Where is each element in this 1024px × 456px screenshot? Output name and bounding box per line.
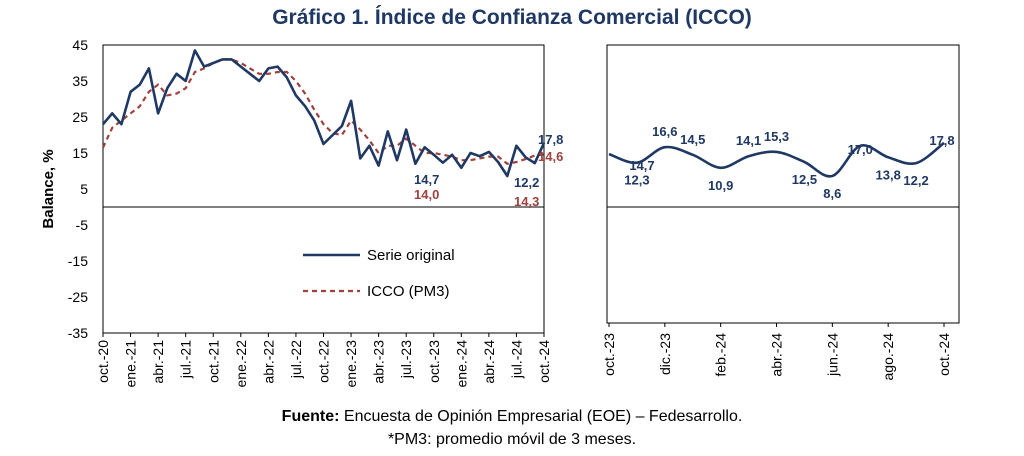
- right-data-label: 17,0: [848, 142, 873, 157]
- y-tick-label: -25: [68, 289, 88, 305]
- y-tick-label: 5: [80, 181, 88, 197]
- legend: Serie original ICCO (PM3): [303, 247, 455, 300]
- x-tick-label: jul.-24: [508, 340, 524, 379]
- right-x-tick-label: oct.-24: [936, 333, 952, 376]
- x-tick-label: oct.-23: [426, 340, 442, 383]
- left-data-labels: 17,8 14,6 14,714,0 12,2 14,3: [414, 132, 563, 209]
- left-chart-panel: 45 35 25 15 5 -5 -15 -25 -35 oct.-20 ene.-21 abr.-…: [40, 37, 563, 387]
- x-tick-label: ene.-23: [343, 340, 359, 388]
- right-data-label: 17,8: [929, 133, 954, 148]
- right-data-label: 14,7: [629, 158, 654, 173]
- source-note: Fuente: Encuesta de Opinión Empresarial …: [0, 408, 1024, 426]
- left-data-label: 14,6: [538, 149, 563, 164]
- x-tick-label: abr.-22: [260, 340, 276, 384]
- right-data-label: 10,9: [708, 178, 733, 193]
- y-axis-label: Balance, %: [40, 149, 57, 228]
- y-tick-label: 35: [72, 73, 88, 89]
- original-series-line: [102, 49, 546, 178]
- x-tick-label: abr.-24: [481, 340, 497, 384]
- x-tick-label: abr.-23: [371, 340, 387, 384]
- right-original-series-line: [608, 141, 945, 178]
- x-tick-label: jul.-21: [178, 340, 194, 379]
- right-x-tick-label: dic.-23: [657, 333, 673, 375]
- left-data-label: 14,3: [514, 194, 539, 209]
- right-x-tick-label: abr.-24: [769, 333, 785, 377]
- right-x-tick-label: oct.-23: [601, 333, 617, 376]
- right-data-label: 13,8: [876, 167, 901, 182]
- legend-label-pm3: ICCO (PM3): [367, 283, 450, 300]
- left-x-ticks: oct.-20 ene.-21 abr.-21 jul.-21 oct.-21 ene.-…: [95, 333, 552, 387]
- left-plot-area: [102, 44, 545, 334]
- right-data-label: 15,3: [764, 129, 789, 144]
- x-tick-label: oct.-21: [205, 340, 221, 383]
- x-tick-label: ene.-22: [233, 340, 249, 388]
- legend-label-original: Serie original: [367, 247, 455, 264]
- y-tick-label: 15: [72, 145, 88, 161]
- source-text: Encuesta de Opinión Empresarial (EOE) – …: [339, 408, 743, 425]
- right-plot-area: [606, 44, 960, 324]
- right-chart-panel: oct.-23 dic.-23 feb.-24 abr.-24 jun.-24 ago.-…: [601, 44, 960, 380]
- right-x-ticks: oct.-23 dic.-23 feb.-24 abr.-24 jun.-24 ago.-…: [601, 323, 952, 380]
- x-tick-label: jul.-22: [288, 340, 304, 379]
- y-tick-label: -15: [68, 253, 88, 269]
- left-data-label: 14,7: [414, 172, 439, 187]
- x-tick-label: oct.-20: [95, 340, 111, 383]
- right-data-labels: 14,712,316,614,510,914,1 15,312,58,617,01…: [624, 124, 954, 201]
- x-tick-label: ene.-24: [453, 340, 469, 388]
- x-tick-label: oct.-24: [536, 340, 552, 383]
- right-data-label: 12,3: [624, 173, 649, 188]
- pm3-series-line: [102, 58, 545, 165]
- left-data-label: 12,2: [514, 175, 539, 190]
- source-label: Fuente:: [281, 408, 340, 425]
- right-data-label: 8,6: [823, 186, 841, 201]
- y-tick-label: 45: [72, 37, 88, 53]
- x-tick-label: oct.-22: [316, 340, 332, 383]
- pm3-note: *PM3: promedio móvil de 3 meses.: [387, 431, 637, 448]
- y-tick-label: 25: [72, 109, 88, 125]
- x-tick-label: ene.-21: [123, 340, 139, 388]
- right-x-tick-label: jun.-24: [824, 333, 840, 377]
- right-x-tick-label: ago.-24: [880, 333, 896, 381]
- right-data-label: 12,2: [903, 173, 928, 188]
- left-y-ticks: 45 35 25 15 5 -5 -15 -25 -35: [68, 37, 88, 341]
- x-tick-label: jul.-23: [398, 340, 414, 379]
- right-data-label: 16,6: [652, 124, 677, 139]
- chart-title: Gráfico 1. Índice de Confianza Comercial…: [272, 6, 752, 29]
- right-data-label: 14,5: [680, 132, 705, 147]
- y-tick-label: -35: [68, 325, 88, 341]
- left-data-label: 14,0: [414, 187, 439, 202]
- right-data-label: 12,5: [792, 172, 817, 187]
- right-x-tick-label: feb.-24: [713, 333, 729, 377]
- right-data-label: 14,1: [736, 133, 761, 148]
- x-tick-label: abr.-21: [150, 340, 166, 384]
- left-data-label: 17,8: [538, 132, 563, 147]
- y-tick-label: -5: [76, 217, 89, 233]
